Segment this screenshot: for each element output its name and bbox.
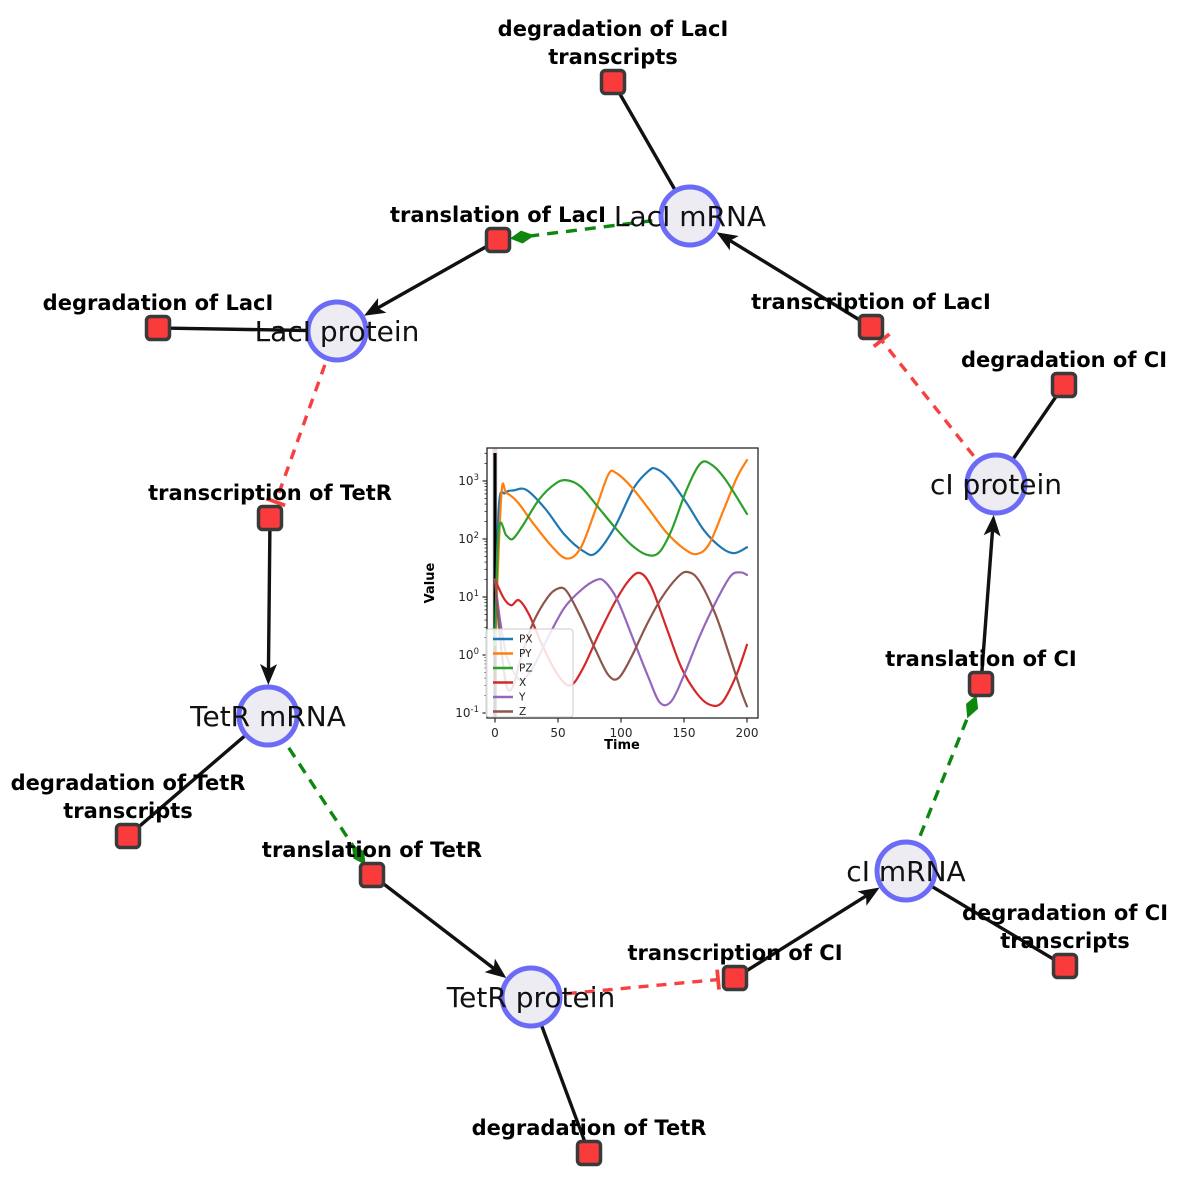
species-label-ci_mrna: cI mRNA — [846, 855, 965, 888]
edge-production-transcription_ci-to-ci_mrna — [734, 887, 880, 980]
modifier-diamond-head — [351, 844, 366, 865]
reaction-label-deg_laci_transcripts-line1: degradation of LacI — [498, 17, 729, 41]
chart-ytick-10e0: 100 — [458, 647, 479, 662]
chart-ytick-10e-1: 10-1 — [455, 705, 479, 720]
reaction-label-translation_ci: translation of CI — [885, 647, 1076, 671]
modifier-diamond-head — [966, 695, 979, 719]
reaction-node-translation_laci — [484, 226, 512, 254]
reaction-node-transcription_tetr — [256, 504, 284, 532]
reaction-label-deg_tetr_transcripts-line1: degradation of TetR — [11, 771, 246, 795]
legend-label-PY: PY — [519, 648, 532, 660]
node-labels-layer: LacI mRNA LacI protein TetR mRNA TetR prote… — [11, 17, 1168, 1140]
nodes-layer — [114, 68, 1079, 1167]
chart-axes-box — [486, 447, 759, 719]
reaction-label-deg_ci_transcripts-line1: degradation of CI — [962, 901, 1168, 925]
reaction-label-deg_ci_transcripts-line2: transcripts — [1000, 929, 1130, 953]
reaction-label-deg_laci: degradation of LacI — [43, 291, 274, 315]
chart-xtick-100: 100 — [610, 726, 633, 740]
inhibition-tbar — [715, 969, 721, 990]
chart-ylabel: Value — [423, 562, 438, 603]
chart-xtick-150: 150 — [673, 726, 696, 740]
species-node-laci_mrna — [658, 184, 722, 248]
chart-line-X — [493, 571, 749, 708]
reaction-label-deg_tetr: degradation of TetR — [472, 1116, 707, 1140]
reaction-node-transcription_ci — [721, 964, 749, 992]
chart-legend: PX PY PZ XYZ — [485, 628, 574, 718]
reaction-node-deg_laci — [144, 314, 172, 342]
edge-inhibition-laci_protein-to-transcription_tetr — [265, 330, 339, 508]
species-node-ci_protein — [964, 452, 1028, 516]
species-label-laci_protein: LacI protein — [255, 315, 420, 348]
legend-label-PZ: PZ — [519, 663, 533, 675]
arrowhead — [983, 514, 1001, 537]
arrowhead — [484, 958, 507, 979]
reaction-label-deg_laci_transcripts-line2: transcripts — [548, 45, 678, 69]
chart-ytick-10e1: 101 — [458, 589, 479, 604]
modifier-diamond-head — [509, 230, 535, 244]
chart-axis-labels: Time Value — [423, 562, 640, 753]
reaction-node-transcription_laci — [857, 313, 885, 341]
reaction-label-transcription_tetr: transcription of TetR — [148, 481, 392, 505]
reaction-label-transcription_ci: transcription of CI — [627, 941, 842, 965]
edge-inhibition-ci_protein-to-transcription_laci — [872, 332, 998, 486]
species-node-tetr_mrna — [236, 684, 300, 748]
species-node-ci_mrna — [874, 839, 938, 903]
inhibition-tbar — [265, 496, 286, 508]
chart-xlabel: Time — [604, 738, 640, 753]
reaction-node-deg_laci_transcripts — [599, 68, 627, 96]
edge-inhibition-tetr_protein-to-transcription_ci — [530, 969, 721, 999]
reaction-label-deg_ci: degradation of CI — [961, 348, 1167, 372]
edge-production-transcription_laci-to-laci_mrna — [716, 232, 872, 329]
reaction-node-translation_tetr — [358, 861, 386, 889]
edge-production-translation_tetr-to-tetr_protein — [370, 873, 507, 979]
chart-line-PY — [493, 458, 749, 646]
reaction-node-translation_ci — [967, 670, 995, 698]
species-node-laci_protein — [305, 299, 369, 363]
chart-ytick-10e3: 103 — [458, 473, 479, 488]
chart-legend-box — [485, 628, 574, 718]
legend-label-Z: Z — [519, 706, 526, 718]
reaction-label-transcription_laci: transcription of LacI — [751, 290, 991, 314]
arrowhead — [260, 663, 278, 685]
species-label-tetr_mrna: TetR mRNA — [189, 700, 346, 733]
reaction-node-deg_tetr — [575, 1139, 603, 1167]
inhibition-tbar — [872, 332, 891, 349]
species-node-tetr_protein — [499, 965, 563, 1029]
reaction-label-deg_tetr_transcripts-line2: transcripts — [63, 799, 193, 823]
edge-production-transcription_tetr-to-tetr_mrna — [260, 517, 278, 685]
reaction-label-translation_tetr: translation of TetR — [262, 838, 482, 862]
chart-xtick-0: 0 — [491, 726, 499, 740]
chart-line-PX — [493, 466, 749, 646]
reaction-label-translation_laci: translation of LacI — [390, 203, 606, 227]
species-label-laci_mrna: LacI mRNA — [614, 200, 766, 233]
arrowhead — [716, 232, 739, 251]
chart-xtick-50: 50 — [550, 726, 565, 740]
reaction-node-deg_ci_transcripts — [1051, 952, 1079, 980]
legend-label-X: X — [519, 677, 526, 689]
species-label-tetr_protein: TetR protein — [446, 981, 615, 1014]
legend-label-Y: Y — [518, 692, 526, 704]
species-label-ci_protein: cI protein — [930, 468, 1062, 501]
legend-label-PX: PX — [519, 634, 533, 646]
chart-line-PZ — [493, 460, 749, 646]
reaction-node-deg_tetr_transcripts — [114, 822, 142, 850]
arrowhead — [363, 298, 387, 316]
timecourse-chart: 10-1 100 101 102 103 0 50 100 150 200 PX PY PZ XYZ — [455, 447, 759, 740]
chart-ytick-10e2: 102 — [458, 531, 479, 546]
reaction-node-deg_ci — [1050, 371, 1078, 399]
edge-production-translation_laci-to-laci_protein — [363, 238, 499, 316]
edge-production-translation_ci-to-ci_protein — [979, 514, 1001, 685]
arrowhead — [857, 887, 880, 906]
chart-xtick-200: 200 — [736, 726, 759, 740]
